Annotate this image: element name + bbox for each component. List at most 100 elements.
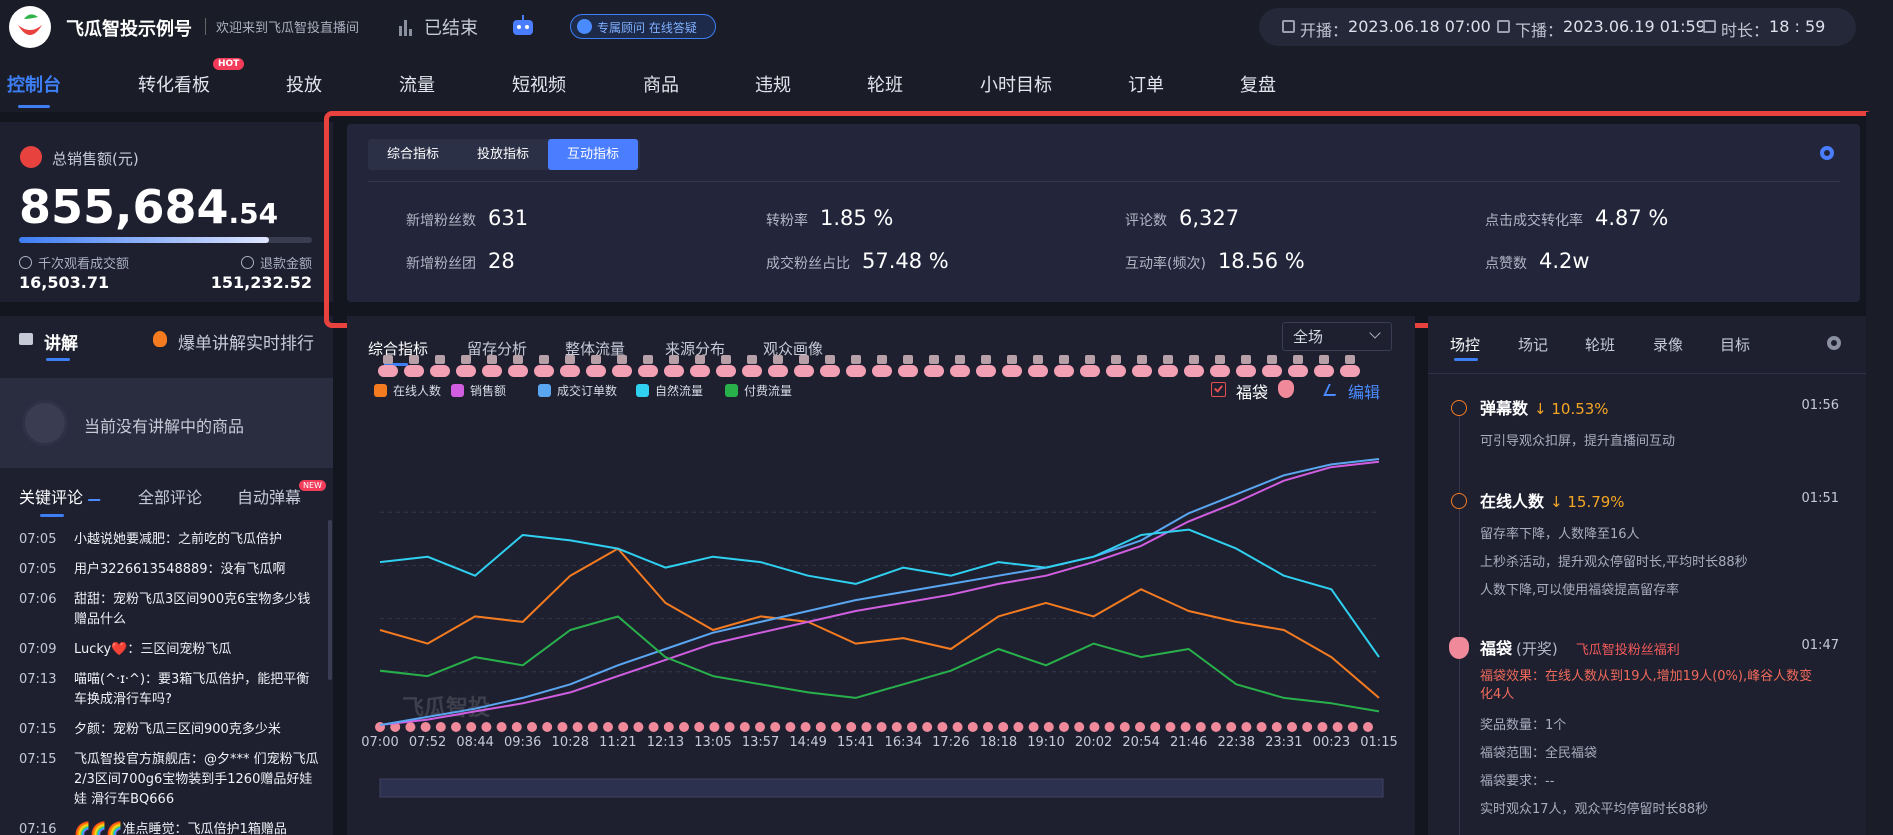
bottom-marker [922,722,933,732]
comment-time: 07:06 [19,592,57,607]
event-title: 福袋 [1480,639,1513,658]
comment-text: 喵喵(^·ɪ·^)：要3箱飞瓜倍护，能把平衡车换成滑行车吗? [74,672,310,707]
x-tick-label: 22:38 [1218,735,1255,750]
bottom-marker [451,722,461,732]
x-tick-label: 18:18 [980,735,1017,750]
edit-link[interactable]: 编辑 [1348,383,1381,402]
control-divider [1428,373,1866,374]
bottom-marker [511,722,522,732]
top-marker-icon [1007,355,1017,364]
bottom-marker [1211,722,1221,732]
bottom-marker [572,722,583,732]
brand-name: 飞瓜智投示例号 [66,19,192,40]
legend-label[interactable]: 付费流量 [744,384,793,398]
chart-tab[interactable]: 观众画像 [763,340,824,358]
status-text: 已结束 [424,18,478,39]
nav-tab[interactable]: 违规 [755,75,791,96]
status-icon [399,20,412,36]
gift-icon [1449,637,1469,659]
legend-label[interactable]: 在线人数 [393,384,442,398]
advisor-button[interactable]: 专属顾问 在线答疑 [570,14,716,39]
nav-tab[interactable]: 小时目标 [980,75,1052,96]
bottom-marker [967,722,978,732]
nav-tab[interactable]: 投放 [286,75,322,96]
chart-tab[interactable]: 综合指标 [368,340,429,358]
nav-tab[interactable]: 转化看板 [138,75,210,96]
time-value: 2023.06.18 07:00 [1348,17,1491,36]
time-icon [1703,20,1716,33]
comment-tab[interactable]: 关键评论 [19,488,84,507]
lucky-icon [1278,380,1294,398]
control-tab[interactable]: 轮班 [1585,336,1616,354]
bottom-marker [542,722,553,732]
explain-underline [46,358,70,361]
control-tab[interactable]: 场记 [1518,336,1549,354]
nav-tab[interactable]: 流量 [399,75,435,96]
nav-tab[interactable]: 轮班 [867,75,903,96]
chart-tab[interactable]: 留存分析 [467,340,528,358]
sales-icon [20,146,42,168]
bottom-marker [663,722,674,732]
explain-tab[interactable]: 爆单讲解实时排行 [178,334,314,354]
legend-label[interactable]: 销售额 [470,384,507,398]
comment-tab[interactable]: 全部评论 [138,488,203,507]
metrics-tab[interactable]: 互动指标 [548,139,638,170]
top-marker [404,365,424,377]
bottom-marker [587,722,598,732]
time-value: 18 : 59 [1769,17,1826,36]
bottom-marker [1317,722,1328,732]
bottom-marker [800,722,811,732]
status-icon-bar [404,20,407,36]
metric-label: 成交粉丝占比 [766,256,850,272]
event-body: 留存率下降，人数降至16人 上秒杀活动，提升观众停留时长,平均时长88秒 人数下降,… [1480,521,1825,605]
legend-label[interactable]: 成交订单数 [557,384,618,398]
control-tab[interactable]: 场控 [1450,336,1481,354]
control-tab[interactable]: 录像 [1653,336,1684,354]
metrics-tab[interactable]: 综合指标 [386,147,439,162]
bottom-marker [861,722,872,732]
nav-tab[interactable]: 短视频 [512,75,566,96]
status-icon-bar [409,29,412,36]
lucky-checkbox[interactable] [1211,382,1226,397]
top-marker [1314,365,1334,377]
metric-value: 631 [488,206,529,230]
top-marker [872,365,892,377]
bottom-marker [1074,722,1085,732]
chart-tab[interactable]: 整体流量 [565,340,626,358]
comment-text: 甜甜：宠粉飞瓜3区间900克6宝物多少钱赠品什么 [74,592,311,627]
bottom-marker [1256,722,1267,732]
nav-tab[interactable]: 复盘 [1240,75,1276,96]
metric: 新增粉丝数 631 [406,206,528,230]
top-marker [898,365,918,377]
event-line: 实时观众17人，观众平均停留时长88秒 [1480,802,1709,817]
logo-leaf [24,14,38,19]
control-tab[interactable]: 目标 [1720,336,1751,354]
bottom-marker [1302,722,1313,732]
nav-tab[interactable]: 商品 [643,75,679,96]
control-settings[interactable] [1827,336,1841,350]
explain-tab[interactable]: 讲解 [44,334,78,354]
nav-tab[interactable]: 控制台 [7,75,61,96]
top-marker-icon [799,355,809,364]
nav-tab[interactable]: 订单 [1128,75,1164,96]
bottom-marker [770,722,781,732]
comment-text: 🌈🌈🌈准点睡觉：飞瓜倍护1箱赠品 [74,822,287,835]
metric-value: 4.2w [1539,249,1590,273]
chart-tab[interactable]: 来源分布 [665,340,726,358]
top-marker-icon [981,355,991,364]
settings-icon[interactable] [1820,146,1834,160]
robot-eye [525,25,529,29]
comment-tab[interactable]: 自动弹幕 [237,488,302,507]
time-value: 2023.06.19 01:59 [1563,17,1706,36]
stat-value: 151,232.52 [210,273,312,292]
bottom-marker [1241,722,1252,732]
legend-label[interactable]: 自然流量 [655,384,704,398]
scope-dropdown[interactable]: 全场 [1282,322,1392,351]
top-marker [560,365,580,377]
hot-badge: HOT [213,58,245,70]
sales-label: 总销售额(元) [52,150,139,168]
x-tick-label: 14:49 [789,735,826,750]
top-marker [742,365,762,377]
metrics-tab[interactable]: 投放指标 [476,147,529,162]
time-item: 开播： 2023.06.18 07:00 [1300,17,1491,41]
